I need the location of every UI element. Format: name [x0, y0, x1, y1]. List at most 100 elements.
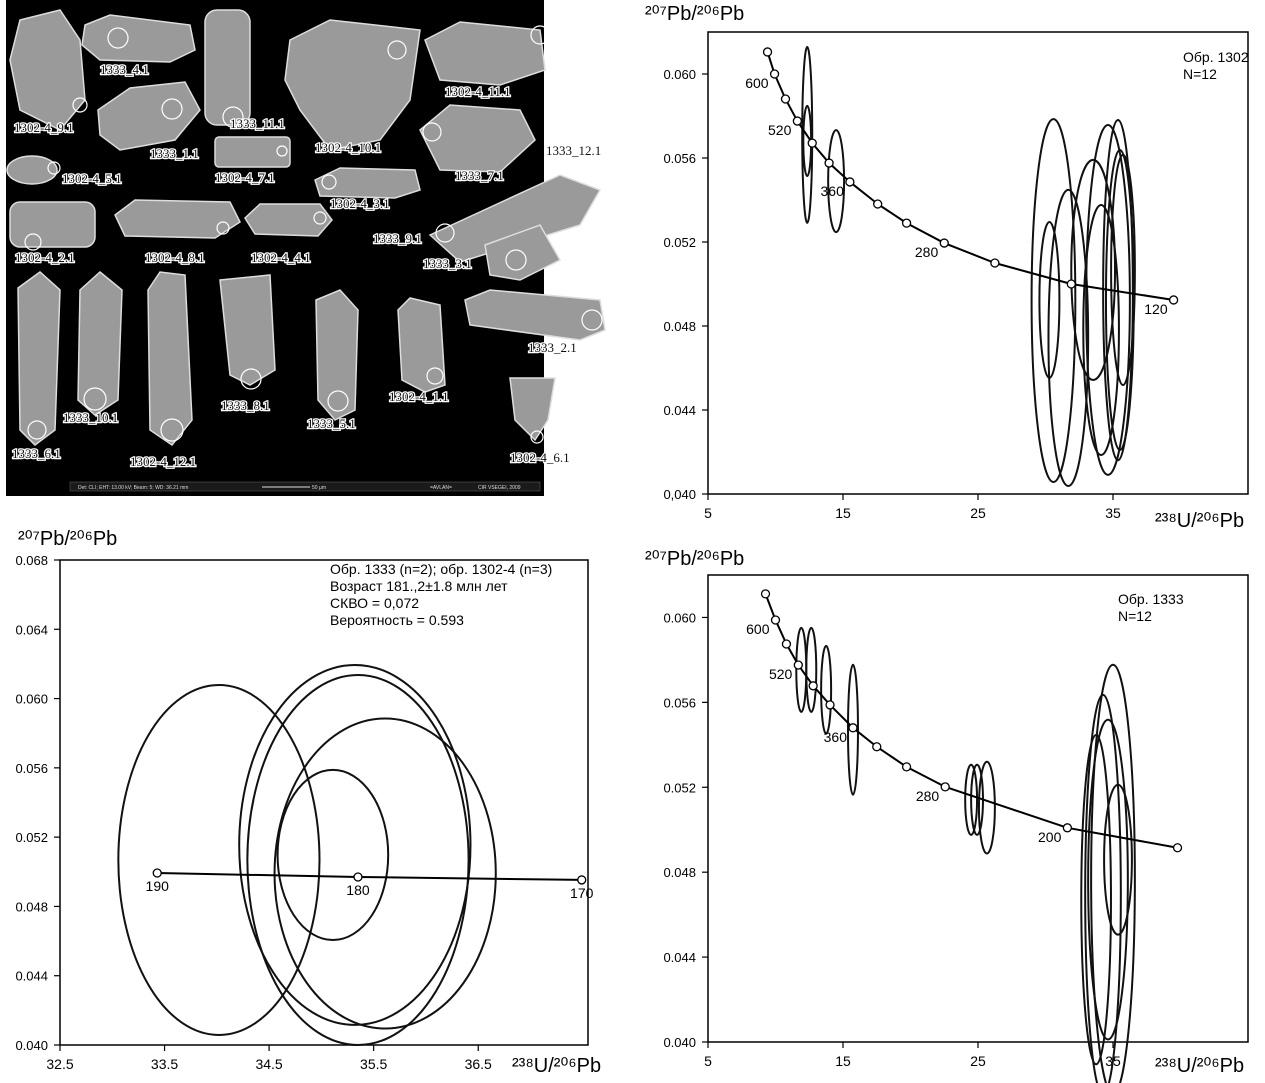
x-tick-label: 25 — [970, 505, 986, 521]
grain-label: 1333_12.1 — [546, 143, 601, 158]
y-tick-label: 0.052 — [663, 780, 696, 795]
grain-label: 1302-4_2.1 — [15, 250, 75, 265]
grain-label: 1333_8.1 — [221, 398, 270, 413]
grain-labels: 1333_4.1 1302-4_9.1 1333_11.1 1302-4_11.… — [11, 61, 603, 471]
age-marker — [901, 218, 912, 228]
age-label: 200 — [1038, 829, 1062, 845]
x-tick-label: 35 — [1105, 505, 1121, 521]
x-tick-label: 36.5 — [465, 1056, 492, 1072]
error-ellipse — [1030, 118, 1077, 484]
age-marker — [939, 238, 949, 248]
grain-label: 1333_10.1 — [63, 410, 118, 425]
age-marker — [781, 639, 792, 649]
age-label: 280 — [915, 244, 939, 260]
grain-label: 1333_11.1 — [230, 116, 285, 131]
age-label: 190 — [146, 878, 170, 894]
age-marker — [780, 94, 791, 104]
photo-footer: =AVLAN= — [430, 485, 452, 491]
error-ellipse — [1084, 693, 1122, 1083]
error-ellipse — [805, 626, 818, 713]
y-tick-label: 0.048 — [663, 319, 696, 334]
age-marker — [901, 762, 912, 772]
age-marker — [769, 69, 780, 79]
error-ellipse — [964, 763, 979, 836]
y-tick-label: 0.052 — [15, 830, 48, 845]
x-tick-label: 33.5 — [151, 1056, 178, 1072]
age-marker — [760, 589, 771, 599]
x-tick-label: 15 — [835, 1053, 851, 1069]
y-tick-label: 0.048 — [15, 899, 48, 914]
y-tick-label: 0.060 — [663, 610, 696, 625]
y-tick-label: 0.044 — [15, 969, 48, 984]
grain-label: 1333_3.1 — [423, 256, 472, 271]
grain-label: 1302-4_9.1 — [14, 120, 74, 135]
x-tick-label: 25 — [970, 1053, 986, 1069]
grain-label: 1333_6.1 — [12, 446, 61, 461]
grain-label: 1302-4_3.1 — [330, 196, 390, 211]
y-tick-label: 0,040 — [663, 487, 696, 502]
error-ellipse — [827, 129, 846, 234]
grain-label: 1302-4_8.1 — [145, 250, 205, 265]
age-marker — [577, 875, 587, 885]
error-ellipse — [1070, 158, 1117, 381]
x-axis-label: ²³⁸U/²⁰⁶Pb — [1155, 1055, 1244, 1077]
age-marker — [353, 872, 363, 882]
annotation: N=12 — [1118, 608, 1152, 624]
annotation: СКВО = 0,072 — [330, 595, 419, 611]
age-marker — [762, 47, 773, 57]
age-marker — [793, 660, 803, 670]
age-marker — [940, 782, 950, 792]
error-ellipse — [1082, 204, 1120, 456]
error-ellipse — [977, 760, 996, 855]
age-label: 280 — [916, 788, 940, 804]
grain-label: 1333_2.1 — [528, 340, 577, 355]
photo-footer: CIR VSEGEI, 2009 — [478, 485, 521, 491]
error-ellipse — [1047, 188, 1090, 488]
photo-footer: 50 µm — [312, 485, 326, 491]
x-tick-label: 32.5 — [46, 1056, 73, 1072]
grain-label: 1302-4_12.1 — [130, 454, 196, 469]
error-ellipse — [1087, 718, 1129, 1041]
x-tick-label: 5 — [704, 505, 712, 521]
annotation: N=12 — [1183, 66, 1217, 82]
age-marker — [1168, 295, 1179, 305]
cl-image: Det: CLI; EHT: 13.00 kV; Beam: 5; WD: 36… — [6, 0, 606, 496]
error-ellipse — [1090, 663, 1136, 1083]
grain-label: 1302-4_6.1 — [510, 450, 570, 465]
y-tick-label: 0.056 — [663, 151, 696, 166]
age-marker — [792, 116, 803, 126]
age-label: 360 — [821, 183, 845, 199]
annotation: Возраст 181.,2±1.8 млн лет — [330, 578, 508, 594]
age-marker — [1172, 843, 1183, 853]
x-tick-label: 35.5 — [360, 1056, 387, 1072]
age-marker — [770, 615, 781, 625]
grain-label: 1333_4.1 — [100, 62, 149, 77]
concordia-curve — [157, 871, 582, 881]
error-ellipse — [846, 663, 859, 796]
annotation: Обр. 1302 — [1183, 49, 1249, 65]
error-ellipse — [1085, 124, 1131, 476]
grain-label: 1333_5.1 — [307, 416, 356, 431]
y-tick-label: 0.044 — [663, 403, 696, 418]
annotation: Обр. 1333 — [1118, 591, 1184, 607]
age-marker — [990, 258, 1000, 268]
grain-label: 1333_9.1 — [373, 231, 422, 246]
y-axis-label: ²⁰⁷Pb/²⁰⁶Pb — [645, 3, 744, 25]
analysis-spots — [24, 25, 603, 444]
age-label: 600 — [745, 75, 769, 91]
x-axis-label: ²³⁸U/²⁰⁶Pb — [512, 1055, 601, 1077]
age-marker — [825, 700, 835, 710]
age-marker — [845, 177, 855, 187]
y-tick-label: 0.060 — [663, 67, 696, 82]
age-marker — [152, 868, 162, 878]
age-label: 520 — [769, 666, 793, 682]
age-label: 170 — [570, 885, 594, 901]
error-ellipse — [246, 674, 470, 1046]
x-tick-label: 5 — [704, 1053, 712, 1069]
y-tick-label: 0.052 — [663, 235, 696, 250]
grain-label: 1302-4_11.1 — [445, 84, 511, 99]
age-label: 520 — [768, 122, 792, 138]
error-ellipse — [1103, 783, 1133, 936]
y-tick-label: 0.064 — [15, 622, 48, 637]
age-marker — [807, 138, 817, 148]
